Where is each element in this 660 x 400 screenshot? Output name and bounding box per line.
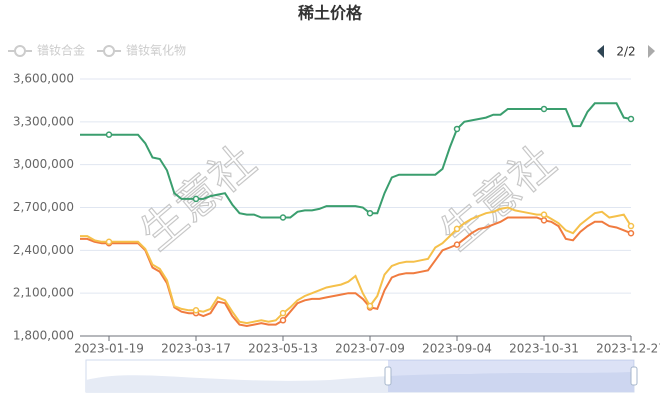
legend-page: 2/2: [616, 45, 635, 59]
point-marker: [540, 217, 548, 224]
x-tick-label: 2023-01-19: [74, 342, 144, 356]
point-marker: [627, 222, 635, 230]
point-marker: [540, 105, 548, 113]
legend-icon: [103, 45, 116, 57]
page-control: 2/2: [597, 45, 655, 59]
point-marker: [192, 195, 200, 203]
legend-label: 镨钕合金: [37, 43, 85, 58]
point-marker: [279, 309, 287, 317]
series-line: [80, 206, 632, 325]
y-tick-label: 1,800,000: [13, 329, 74, 343]
x-tick-label: 2023-05-13: [248, 342, 318, 356]
point-marker: [627, 115, 635, 123]
x-tick-label: 2023-03-17: [161, 342, 231, 356]
point-marker: [453, 125, 461, 133]
zoom-handle[interactable]: [384, 366, 392, 386]
x-tick-label: 2023-10-31: [509, 342, 579, 356]
y-tick-label: 3,000,000: [13, 157, 74, 171]
chart-title: 稀土价格: [298, 4, 363, 23]
point-marker: [627, 229, 635, 237]
next-page[interactable]: [648, 45, 655, 58]
point-marker: [453, 225, 461, 233]
series-line: [80, 102, 632, 219]
legend-label: 镨钕氧化物: [126, 43, 186, 58]
point-marker: [105, 131, 113, 138]
x-tick-label: 2023-07-09: [335, 342, 405, 356]
y-tick-label: 2,400,000: [13, 243, 74, 257]
point-marker: [540, 211, 548, 218]
point-marker: [105, 238, 113, 246]
point-marker: [366, 302, 374, 310]
legend-item[interactable]: 镨钕合金: [8, 43, 85, 58]
watermark: 生意社: [431, 136, 565, 260]
x-tick-label: 2023-09-04: [422, 342, 492, 356]
zoom-window[interactable]: [388, 360, 634, 392]
data-zoom: [85, 359, 638, 393]
y-tick-label: 3,600,000: [13, 72, 74, 86]
zoom-preview: [86, 372, 634, 392]
point-marker: [279, 214, 287, 221]
point-marker: [453, 241, 461, 248]
point-marker: [192, 307, 200, 314]
zoom-handle[interactable]: [630, 366, 638, 386]
y-tick-label: 2,700,000: [13, 200, 74, 214]
point-marker: [366, 209, 374, 217]
y-tick-label: 3,300,000: [13, 114, 74, 128]
legend-item[interactable]: 镨钕氧化物: [97, 43, 186, 58]
point-marker: [279, 317, 287, 324]
y-tick-label: 2,100,000: [13, 286, 74, 300]
legend-icon: [14, 45, 26, 57]
x-tick-label: 2023-12-27: [596, 342, 660, 356]
prev-page[interactable]: [597, 45, 604, 58]
